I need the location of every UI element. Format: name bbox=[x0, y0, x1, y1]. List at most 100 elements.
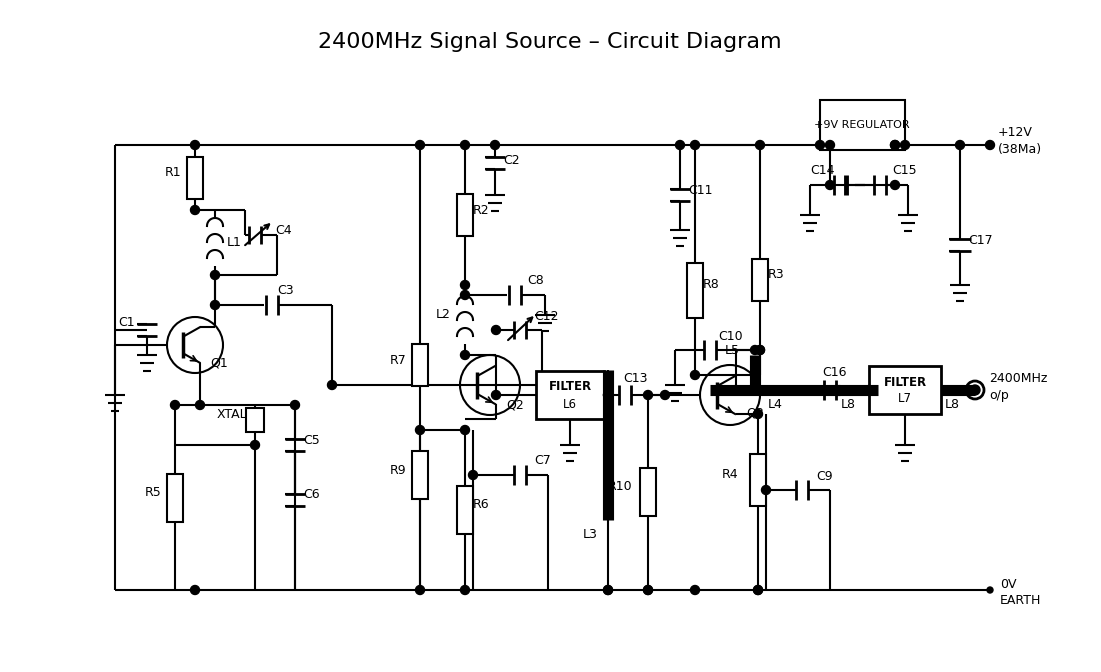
Text: +9V REGULATOR: +9V REGULATOR bbox=[814, 120, 909, 130]
Text: 2400MHz: 2400MHz bbox=[989, 372, 1047, 384]
Circle shape bbox=[291, 401, 299, 409]
Text: C2: C2 bbox=[503, 153, 520, 167]
Circle shape bbox=[755, 345, 764, 355]
Bar bbox=[750, 454, 766, 506]
Circle shape bbox=[970, 385, 980, 395]
Text: C5: C5 bbox=[303, 433, 319, 446]
Text: C10: C10 bbox=[718, 329, 743, 343]
Text: EARTH: EARTH bbox=[1000, 593, 1042, 607]
Bar bbox=[752, 259, 768, 301]
Circle shape bbox=[491, 325, 501, 335]
Text: C8: C8 bbox=[527, 274, 544, 288]
Circle shape bbox=[171, 401, 179, 409]
Circle shape bbox=[643, 585, 653, 595]
Circle shape bbox=[603, 390, 612, 399]
Text: C16: C16 bbox=[822, 366, 847, 378]
Text: C6: C6 bbox=[303, 489, 319, 501]
Text: R4: R4 bbox=[721, 468, 739, 482]
Text: +12V: +12V bbox=[998, 126, 1033, 140]
Circle shape bbox=[956, 140, 964, 149]
Bar bbox=[457, 194, 473, 236]
Text: R9: R9 bbox=[390, 464, 406, 476]
Text: L6: L6 bbox=[563, 398, 577, 411]
Circle shape bbox=[676, 140, 685, 149]
Circle shape bbox=[643, 390, 653, 399]
Text: 0V: 0V bbox=[1000, 579, 1016, 591]
Circle shape bbox=[731, 386, 741, 394]
Text: C3: C3 bbox=[277, 284, 294, 298]
Text: C15: C15 bbox=[892, 163, 917, 177]
Circle shape bbox=[690, 585, 699, 595]
Text: C7: C7 bbox=[534, 454, 550, 468]
Text: R7: R7 bbox=[390, 353, 406, 366]
Circle shape bbox=[327, 380, 337, 390]
Bar bbox=[457, 486, 473, 534]
Text: C4: C4 bbox=[275, 224, 292, 237]
Bar bbox=[640, 468, 656, 516]
Circle shape bbox=[986, 587, 993, 593]
Text: L4: L4 bbox=[767, 398, 783, 411]
Text: (38Ma): (38Ma) bbox=[998, 142, 1043, 155]
Text: o/p: o/p bbox=[989, 388, 1009, 401]
Circle shape bbox=[603, 585, 612, 595]
Circle shape bbox=[415, 585, 425, 595]
Text: Q1: Q1 bbox=[210, 357, 228, 370]
Bar bbox=[167, 474, 183, 521]
Circle shape bbox=[755, 345, 764, 355]
Circle shape bbox=[210, 300, 219, 310]
Circle shape bbox=[460, 280, 469, 290]
Text: L1: L1 bbox=[227, 235, 242, 249]
Circle shape bbox=[753, 585, 763, 595]
Text: R6: R6 bbox=[473, 499, 490, 511]
Bar bbox=[246, 408, 264, 432]
Circle shape bbox=[643, 585, 653, 595]
Bar bbox=[820, 100, 905, 150]
Circle shape bbox=[753, 585, 763, 595]
Circle shape bbox=[661, 390, 669, 399]
Bar bbox=[412, 344, 428, 386]
Circle shape bbox=[460, 351, 469, 360]
Text: C17: C17 bbox=[968, 233, 993, 247]
Circle shape bbox=[891, 140, 900, 149]
Text: Q2: Q2 bbox=[506, 398, 524, 411]
Text: C9: C9 bbox=[816, 470, 832, 482]
Text: L3: L3 bbox=[584, 528, 598, 542]
Text: L8: L8 bbox=[945, 398, 960, 411]
Circle shape bbox=[460, 290, 469, 300]
Text: 2400MHz Signal Source – Circuit Diagram: 2400MHz Signal Source – Circuit Diagram bbox=[318, 32, 782, 52]
Text: L2: L2 bbox=[436, 308, 450, 321]
Text: C13: C13 bbox=[623, 372, 647, 386]
Text: FILTER: FILTER bbox=[548, 380, 591, 394]
Text: R1: R1 bbox=[165, 167, 182, 179]
Bar bbox=[536, 371, 604, 419]
Text: L8: L8 bbox=[841, 398, 855, 411]
Circle shape bbox=[891, 181, 900, 190]
Circle shape bbox=[190, 140, 199, 149]
Circle shape bbox=[460, 425, 469, 435]
Circle shape bbox=[864, 386, 873, 394]
Circle shape bbox=[753, 409, 763, 419]
Circle shape bbox=[603, 390, 612, 399]
Circle shape bbox=[826, 181, 835, 190]
Circle shape bbox=[603, 585, 612, 595]
Circle shape bbox=[491, 390, 501, 399]
Bar bbox=[687, 263, 704, 317]
Circle shape bbox=[751, 386, 760, 394]
Circle shape bbox=[762, 485, 771, 495]
Circle shape bbox=[196, 401, 205, 409]
Text: Q3: Q3 bbox=[746, 407, 764, 419]
Circle shape bbox=[415, 140, 425, 149]
Circle shape bbox=[251, 441, 260, 450]
Text: C12: C12 bbox=[534, 310, 558, 323]
Text: R5: R5 bbox=[144, 486, 162, 499]
Circle shape bbox=[190, 585, 199, 595]
Circle shape bbox=[460, 585, 469, 595]
Text: C1: C1 bbox=[119, 315, 135, 329]
Circle shape bbox=[816, 140, 825, 149]
Text: FILTER: FILTER bbox=[883, 376, 927, 388]
Bar bbox=[412, 451, 428, 499]
Circle shape bbox=[755, 140, 764, 149]
Circle shape bbox=[190, 206, 199, 214]
Text: R3: R3 bbox=[768, 269, 785, 282]
Text: R8: R8 bbox=[704, 278, 720, 292]
